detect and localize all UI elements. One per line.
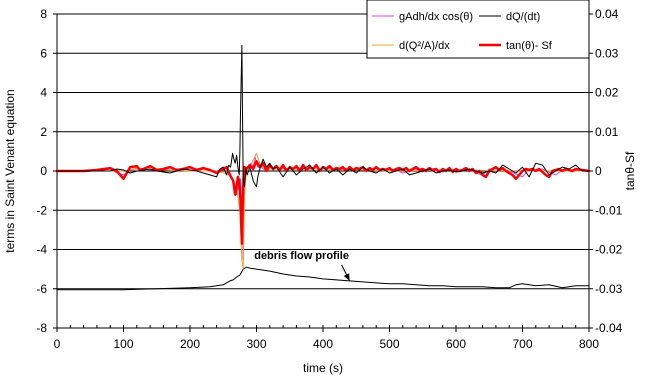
annotation: debris flow profile — [254, 250, 351, 282]
x-tick-label: 300 — [246, 337, 266, 351]
series-layer — [55, 44, 591, 291]
x-tick-label: 0 — [54, 337, 61, 351]
y-tick-label: 2 — [40, 125, 47, 139]
y-tick-label: 4 — [40, 86, 47, 100]
annotation-text: debris flow profile — [254, 250, 349, 262]
x-tick-label: 700 — [512, 337, 532, 351]
x-tick-label: 500 — [379, 337, 399, 351]
annotation-arrowhead — [343, 273, 350, 281]
y-tick-label: 6 — [40, 46, 47, 60]
legend-label: dQ/(dt) — [506, 11, 540, 23]
legend-box — [366, 0, 590, 59]
y2-tick-label: -0.02 — [595, 243, 623, 257]
y-axis-ticks: -8 -6 -4 -2 0 2 4 6 8 — [36, 7, 57, 335]
y2-tick-label: 0.02 — [595, 86, 619, 100]
x-axis-label: time (s) — [303, 361, 343, 375]
series-line — [56, 44, 590, 188]
x-tick-label: 100 — [113, 337, 133, 351]
gridlines — [57, 52, 589, 290]
y-axis-label: terms in Saint Venant equation — [3, 89, 17, 252]
x-tick-label: 200 — [180, 337, 200, 351]
x-tick-label: 600 — [446, 337, 466, 351]
y-tick-label: -4 — [36, 243, 47, 257]
y-tick-label: -6 — [36, 282, 47, 296]
series-line — [55, 159, 591, 245]
y2-axis-label: tanθ-Sf — [623, 151, 637, 190]
y2-axis-ticks: -0.04 -0.03 -0.02 -0.01 0 0.01 0.02 0.03 0.04 — [589, 7, 623, 335]
series-line — [56, 266, 590, 291]
x-tick-label: 400 — [313, 337, 333, 351]
legend-label: tan(θ)- Sf — [506, 40, 553, 52]
y2-tick-label: 0.04 — [595, 7, 619, 21]
legend: gAdh/dx cos(θ) dQ/(dt) d(Q²/A)/dx tan(θ)- S… — [366, 0, 590, 59]
y2-tick-label: -0.04 — [595, 321, 623, 335]
y2-tick-label: 0.03 — [595, 46, 619, 60]
legend-label: gAdh/dx cos(θ) — [399, 11, 473, 23]
x-axis-ticks: 0 100 200 300 400 500 600 700 800 — [54, 328, 599, 351]
y2-tick-label: -0.03 — [595, 282, 623, 296]
y-tick-label: 0 — [40, 164, 47, 178]
legend-label: d(Q²/A)/dx — [399, 40, 450, 52]
y-tick-label: -2 — [36, 203, 47, 217]
y2-tick-label: 0.01 — [595, 125, 619, 139]
y2-tick-label: 0 — [595, 164, 602, 178]
y-tick-label: -8 — [36, 321, 47, 335]
y-tick-label: 8 — [40, 7, 47, 21]
y2-tick-label: -0.01 — [595, 203, 623, 217]
x-tick-label: 800 — [579, 337, 599, 351]
